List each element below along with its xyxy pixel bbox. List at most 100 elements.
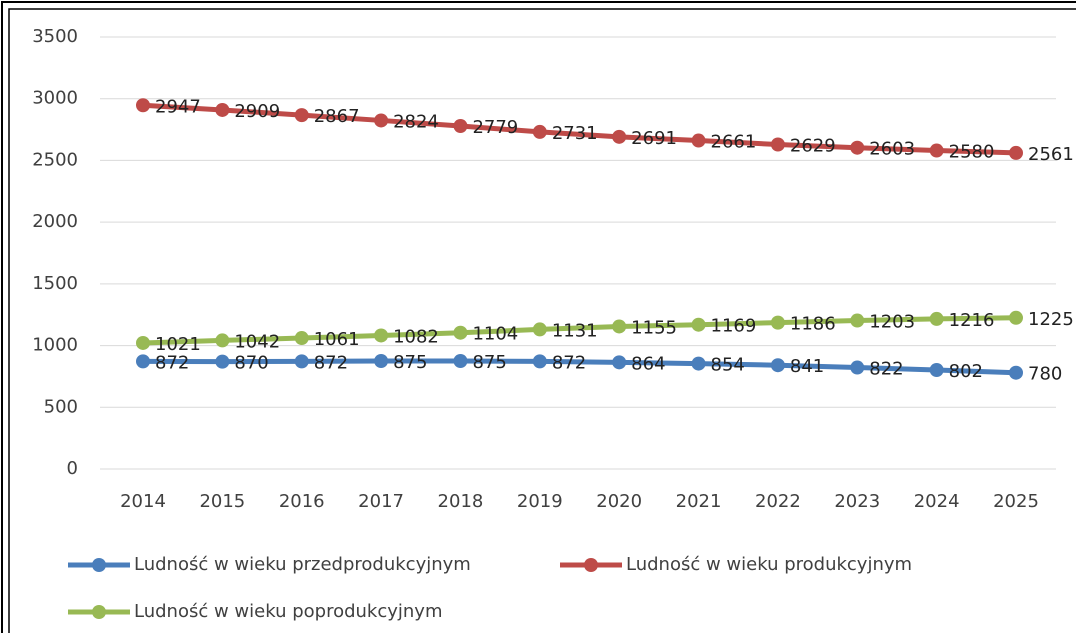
x-tick-label: 2021 bbox=[676, 491, 722, 512]
point bbox=[850, 313, 865, 328]
data-label: 780 bbox=[1028, 364, 1062, 385]
y-tick-label: 1500 bbox=[32, 273, 78, 294]
legend-label: Ludność w wieku poprodukcyjnym bbox=[134, 601, 443, 622]
y-tick-label: 2000 bbox=[32, 211, 78, 232]
series-line bbox=[142, 102, 1017, 156]
data-label: 870 bbox=[234, 353, 268, 374]
data-label: 875 bbox=[472, 352, 506, 373]
x-tick-label: 2018 bbox=[438, 491, 484, 512]
point bbox=[691, 133, 706, 148]
data-label: 872 bbox=[314, 352, 348, 373]
point bbox=[770, 358, 785, 373]
x-tick-label: 2014 bbox=[120, 491, 166, 512]
point bbox=[1009, 145, 1023, 160]
data-label: 2561 bbox=[1028, 144, 1074, 165]
point bbox=[136, 335, 150, 350]
point bbox=[453, 354, 468, 368]
data-label: 2947 bbox=[155, 96, 201, 117]
y-tick-label: 2500 bbox=[32, 149, 78, 170]
data-label: 1169 bbox=[711, 316, 757, 337]
point bbox=[929, 311, 944, 326]
y-tick-label: 500 bbox=[44, 396, 78, 417]
point bbox=[532, 322, 547, 337]
data-label: 872 bbox=[552, 352, 586, 373]
point bbox=[850, 360, 865, 375]
data-label: 2779 bbox=[472, 117, 518, 138]
data-label: 2691 bbox=[631, 128, 677, 149]
legend-marker bbox=[584, 558, 598, 572]
point bbox=[136, 354, 150, 369]
data-label: 1061 bbox=[314, 329, 360, 350]
point bbox=[294, 354, 309, 369]
data-label: 1021 bbox=[155, 334, 201, 355]
point bbox=[215, 333, 230, 348]
point bbox=[136, 98, 150, 113]
data-label: 1186 bbox=[790, 314, 836, 335]
x-tick-label: 2015 bbox=[199, 491, 245, 512]
x-tick-label: 2024 bbox=[914, 491, 960, 512]
x-tick-label: 2019 bbox=[517, 491, 563, 512]
legend-marker bbox=[92, 605, 106, 619]
legend-marker bbox=[92, 558, 106, 572]
point bbox=[770, 315, 785, 330]
x-tick-label: 2025 bbox=[993, 491, 1039, 512]
data-label: 1042 bbox=[234, 331, 280, 352]
legend-label: Ludność w wieku produkcyjnym bbox=[626, 554, 912, 575]
point bbox=[374, 113, 389, 128]
data-label: 1131 bbox=[552, 320, 598, 341]
x-tick-label: 2020 bbox=[596, 491, 642, 512]
legend-label: Ludność w wieku przedprodukcyjnym bbox=[134, 554, 471, 575]
data-label: 864 bbox=[631, 353, 665, 374]
point bbox=[453, 118, 468, 133]
point bbox=[374, 328, 389, 343]
point bbox=[532, 354, 547, 369]
point bbox=[929, 143, 944, 158]
point bbox=[215, 354, 230, 369]
data-label: 1225 bbox=[1028, 309, 1074, 330]
y-tick-label: 3500 bbox=[32, 26, 78, 47]
point bbox=[1009, 365, 1023, 380]
y-tick-label: 0 bbox=[67, 458, 78, 479]
data-label: 2629 bbox=[790, 136, 836, 157]
data-label: 2603 bbox=[869, 139, 915, 160]
data-label: 1082 bbox=[393, 326, 439, 347]
x-tick-label: 2016 bbox=[279, 491, 325, 512]
series-line bbox=[142, 358, 1017, 376]
x-tick-label: 2017 bbox=[358, 491, 404, 512]
y-tick-label: 1000 bbox=[32, 335, 78, 356]
data-label: 2661 bbox=[711, 132, 757, 153]
data-label: 872 bbox=[155, 352, 189, 373]
point bbox=[691, 317, 706, 332]
frame-inner bbox=[8, 8, 1076, 633]
data-label: 2580 bbox=[949, 142, 995, 163]
series-line bbox=[142, 315, 1017, 346]
y-tick-label: 3000 bbox=[32, 88, 78, 109]
point bbox=[374, 354, 389, 368]
data-label: 822 bbox=[869, 359, 903, 380]
data-label: 2867 bbox=[314, 106, 360, 127]
x-tick-label: 2023 bbox=[834, 491, 880, 512]
data-label: 875 bbox=[393, 352, 427, 373]
point bbox=[294, 108, 309, 123]
data-label: 854 bbox=[711, 355, 745, 376]
point bbox=[612, 319, 627, 334]
data-label: 2909 bbox=[234, 101, 280, 122]
point bbox=[612, 355, 627, 370]
data-label: 1104 bbox=[472, 324, 518, 345]
point bbox=[691, 356, 706, 371]
data-label: 2824 bbox=[393, 111, 439, 132]
point bbox=[929, 363, 944, 378]
data-label: 1216 bbox=[949, 310, 995, 331]
x-tick-label: 2022 bbox=[755, 491, 801, 512]
point bbox=[215, 102, 230, 117]
data-label: 2731 bbox=[552, 123, 598, 144]
data-label: 1155 bbox=[631, 317, 677, 338]
data-label: 841 bbox=[790, 356, 824, 377]
point bbox=[532, 124, 547, 139]
data-label: 1203 bbox=[869, 312, 915, 333]
point bbox=[770, 137, 785, 152]
point bbox=[453, 325, 468, 340]
point bbox=[850, 140, 865, 155]
